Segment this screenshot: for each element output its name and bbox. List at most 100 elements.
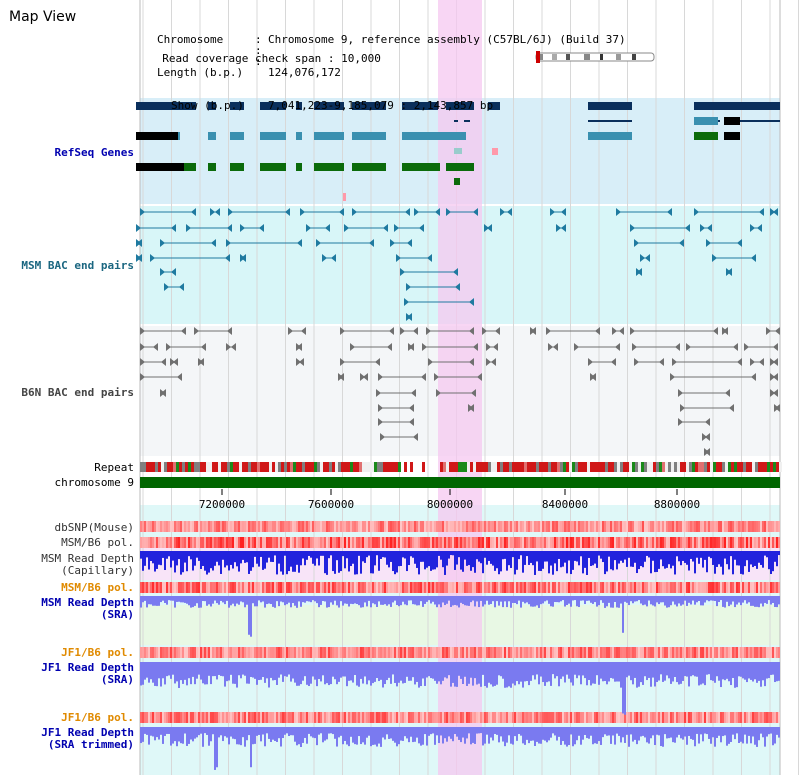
msm-b6-pol-band bbox=[328, 537, 330, 548]
msm-bac-pair bbox=[316, 239, 321, 247]
jf1-b6-pol-band-2 bbox=[384, 712, 386, 723]
msm-b6-pol-band bbox=[246, 537, 248, 548]
dbsnp-band bbox=[692, 521, 694, 532]
jf1-depth-sra-bar bbox=[386, 662, 388, 681]
msm-depth-capillary-bar bbox=[770, 551, 772, 574]
jf1-b6-pol-band-2 bbox=[640, 712, 642, 723]
track-label-jf1-depth-trim[interactable]: JF1 Read Depth bbox=[41, 726, 134, 739]
jf1-depth-trim-bar bbox=[356, 727, 358, 745]
msm-depth-sra-bar bbox=[712, 596, 714, 601]
track-label-repeat[interactable]: Repeat bbox=[94, 461, 134, 474]
jf1-depth-sra-bar bbox=[302, 662, 304, 681]
jf1-b6-pol-band bbox=[502, 647, 504, 658]
jf1-b6-pol-band-2 bbox=[466, 712, 468, 723]
jf1-b6-pol-band bbox=[478, 647, 480, 658]
jf1-b6-pol-band-2 bbox=[510, 712, 512, 723]
dbsnp-band bbox=[436, 521, 438, 532]
track-label-msm-b6-pol-1[interactable]: MSM/B6 pol. bbox=[61, 536, 134, 549]
msm-depth-sra-bar bbox=[686, 596, 688, 606]
msm-depth-capillary-bar bbox=[550, 551, 552, 566]
msm-bac-pair bbox=[484, 224, 489, 232]
jf1-b6-pol-band bbox=[678, 647, 680, 658]
jf1-depth-sra-bar bbox=[680, 662, 682, 684]
msm-depth-sra-bar bbox=[772, 596, 774, 603]
msm-b6-pol-band-2 bbox=[272, 582, 274, 593]
repeat-block bbox=[227, 462, 230, 472]
msm-depth-capillary-bar bbox=[284, 551, 286, 556]
track-label-chromosome[interactable]: chromosome 9 bbox=[54, 476, 134, 489]
jf1-depth-sra-bar bbox=[606, 662, 608, 685]
jf1-depth-trim-bar bbox=[734, 727, 736, 740]
msm-depth-capillary-bar bbox=[470, 551, 472, 571]
msm-b6-pol-band-2 bbox=[542, 582, 544, 593]
jf1-b6-pol-band-2 bbox=[618, 712, 620, 723]
msm-b6-pol-band-2 bbox=[432, 582, 434, 593]
msm-depth-capillary-bar bbox=[636, 551, 638, 574]
msm-depth-capillary-bar bbox=[736, 551, 738, 566]
jf1-b6-pol-band bbox=[648, 647, 650, 658]
msm-depth-sra-bar bbox=[268, 596, 270, 604]
repeat-block bbox=[548, 462, 551, 472]
track-label-dbsnp[interactable]: dbSNP(Mouse) bbox=[54, 521, 134, 534]
dbsnp-band bbox=[174, 521, 176, 532]
msm-depth-capillary-bar bbox=[430, 551, 432, 571]
msm-b6-pol-band-2 bbox=[712, 582, 714, 593]
msm-b6-pol-band bbox=[570, 537, 572, 548]
dbsnp-band bbox=[568, 521, 570, 532]
repeat-block bbox=[314, 462, 317, 472]
jf1-b6-pol-band bbox=[584, 647, 586, 658]
msm-b6-pol-band-2 bbox=[320, 582, 322, 593]
track-label-jf1-b6-pol-2[interactable]: JF1/B6 pol. bbox=[61, 711, 134, 724]
jf1-b6-pol-band-2 bbox=[386, 712, 388, 723]
msm-b6-pol-band bbox=[460, 537, 462, 548]
dbsnp-band bbox=[762, 521, 764, 532]
msm-depth-sra-bar bbox=[420, 596, 422, 602]
jf1-b6-pol-band bbox=[430, 647, 432, 658]
jf1-depth-trim-bar bbox=[140, 727, 142, 744]
track-label-jf1-depth-sra[interactable]: JF1 Read Depth bbox=[41, 661, 134, 674]
msm-b6-pol-band-2 bbox=[774, 582, 776, 593]
track-label-msm-depth-sra[interactable]: MSM Read Depth bbox=[41, 596, 134, 609]
msm-depth-capillary-bar bbox=[366, 551, 368, 558]
dbsnp-band bbox=[214, 521, 216, 532]
repeat-block bbox=[578, 462, 581, 472]
jf1-depth-sra-bar bbox=[488, 662, 490, 683]
dbsnp-band bbox=[270, 521, 272, 532]
jf1-depth-trim-bar bbox=[364, 727, 366, 745]
msm-b6-pol-band-2 bbox=[354, 582, 356, 593]
jf1-depth-trim-bar bbox=[766, 727, 768, 737]
msm-depth-capillary-bar bbox=[766, 551, 768, 558]
track-label-msm-b6-pol-2[interactable]: MSM/B6 pol. bbox=[61, 581, 134, 594]
msm-b6-pol-band-2 bbox=[666, 582, 668, 593]
msm-depth-sra-bar bbox=[380, 596, 382, 605]
jf1-depth-trim-bar bbox=[654, 727, 656, 746]
msm-b6-pol-band bbox=[496, 537, 498, 548]
jf1-depth-trim-bar bbox=[388, 727, 390, 739]
msm-depth-capillary-bar bbox=[676, 551, 678, 557]
msm-depth-capillary-bar bbox=[374, 551, 376, 566]
b6n-bac-pair bbox=[477, 373, 482, 381]
dbsnp-band bbox=[672, 521, 674, 532]
msm-b6-pol-band bbox=[484, 537, 486, 548]
jf1-b6-pol-band-2 bbox=[756, 712, 758, 723]
msm-bac-pair bbox=[561, 224, 566, 232]
track-label-b6n-bac[interactable]: B6N BAC end pairs bbox=[21, 386, 134, 399]
msm-b6-pol-band-2 bbox=[550, 582, 552, 593]
track-label-jf1-b6-pol-1[interactable]: JF1/B6 pol. bbox=[61, 646, 134, 659]
repeat-block bbox=[749, 462, 752, 472]
track-label-msm-bac[interactable]: MSM BAC end pairs bbox=[21, 259, 134, 272]
dbsnp-band bbox=[596, 521, 598, 532]
jf1-depth-sra-bar bbox=[652, 662, 654, 678]
dbsnp-band bbox=[232, 521, 234, 532]
msm-depth-capillary-bar bbox=[426, 551, 428, 568]
jf1-b6-pol-band-2 bbox=[228, 712, 230, 723]
msm-b6-pol-band bbox=[254, 537, 256, 548]
msm-b6-pol-band-2 bbox=[746, 582, 748, 593]
track-label-refseq[interactable]: RefSeq Genes bbox=[54, 146, 134, 159]
msm-depth-sra-bar bbox=[602, 596, 604, 603]
track-label-msm-depth-cap[interactable]: MSM Read Depth bbox=[41, 552, 134, 565]
repeat-block bbox=[545, 462, 548, 472]
msm-depth-sra-bar bbox=[228, 596, 230, 608]
refseq-gene bbox=[724, 132, 740, 140]
